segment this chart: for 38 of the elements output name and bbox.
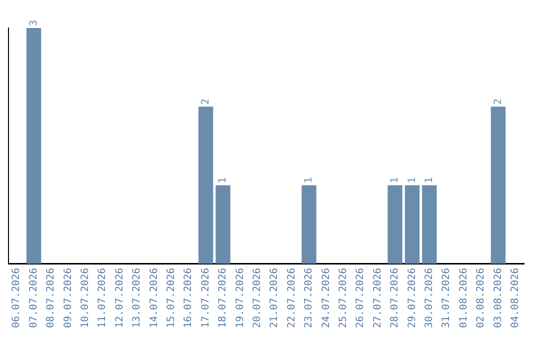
x-tick-label: 04.08.2026 xyxy=(510,268,521,328)
x-tick-label: 10.07.2026 xyxy=(80,268,91,328)
data-label: 1 xyxy=(304,177,315,184)
x-tick-label: 19.07.2026 xyxy=(234,268,246,328)
data-label: 1 xyxy=(218,177,229,184)
x-tick-label: 02.08.2026 xyxy=(476,268,487,328)
x-tick-label: 13.07.2026 xyxy=(132,268,143,328)
x-tick-label: 22.07.2026 xyxy=(286,268,298,328)
x-tick-label: 07.07.2026 xyxy=(28,268,40,328)
x-tick-label: 23.07.2026 xyxy=(304,268,315,328)
x-tick-label: 28.07.2026 xyxy=(390,268,401,328)
x-tick-label: 11.07.2026 xyxy=(97,268,108,328)
x-tick-label: 09.07.2026 xyxy=(62,268,74,328)
x-tick-label: 29.07.2026 xyxy=(406,268,418,328)
x-tick-label: 08.07.2026 xyxy=(46,268,57,328)
x-tick-label: 16.07.2026 xyxy=(183,268,194,328)
x-tick-label: 18.07.2026 xyxy=(218,268,229,328)
x-tick-label: 12.07.2026 xyxy=(114,268,126,328)
x-tick-label: 21.07.2026 xyxy=(269,268,280,328)
data-label: 1 xyxy=(390,177,401,184)
data-label: 1 xyxy=(424,177,435,184)
x-tick-label: 06.07.2026 xyxy=(11,268,22,328)
x-tick-label: 31.07.2026 xyxy=(441,268,452,328)
x-tick-label: 30.07.2026 xyxy=(424,268,435,328)
x-tick-label: 03.08.2026 xyxy=(492,268,504,328)
data-label: 3 xyxy=(28,20,40,26)
x-tick-label: 15.07.2026 xyxy=(166,268,177,328)
x-tick-label: 25.07.2026 xyxy=(338,268,349,328)
data-label: 2 xyxy=(200,98,212,105)
x-tick-label: 24.07.2026 xyxy=(320,268,332,328)
data-label: 2 xyxy=(492,98,504,105)
x-tick-label: 20.07.2026 xyxy=(252,268,263,328)
x-tick-label: 27.07.2026 xyxy=(372,268,384,328)
x-tick-label: 14.07.2026 xyxy=(148,268,160,328)
x-tick-label: 26.07.2026 xyxy=(355,268,366,328)
data-label: 1 xyxy=(406,177,418,184)
x-tick-label: 01.08.2026 xyxy=(458,268,470,328)
x-tick-label: 17.07.2026 xyxy=(200,268,212,328)
